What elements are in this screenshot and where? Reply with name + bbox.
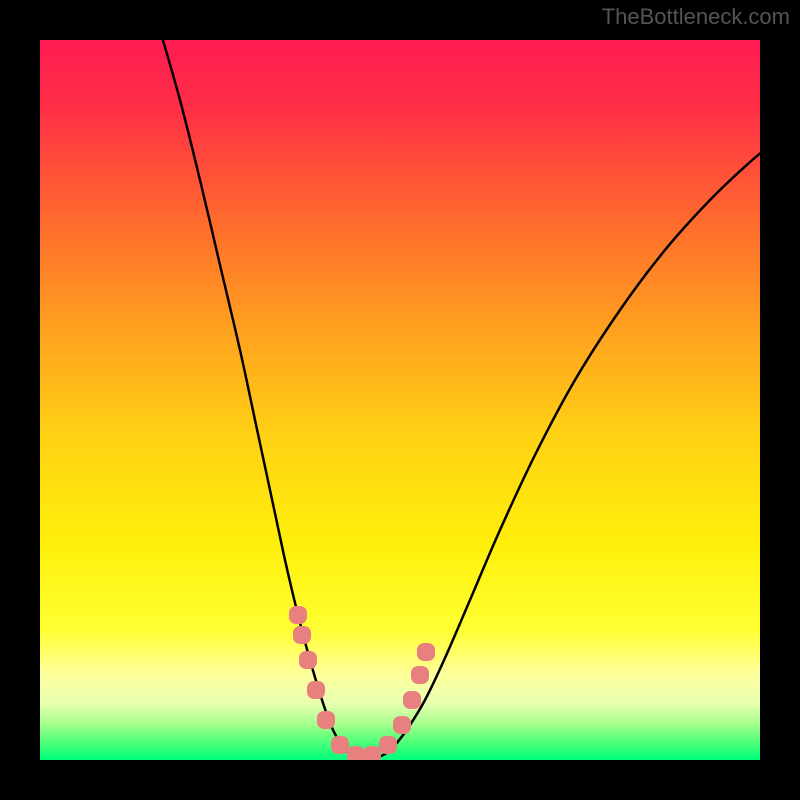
marker-point <box>289 606 307 624</box>
optimal-zone-markers <box>40 40 760 760</box>
marker-point <box>379 736 397 754</box>
marker-point <box>293 626 311 644</box>
outer-frame: TheBottleneck.com <box>0 0 800 800</box>
marker-point <box>317 711 335 729</box>
marker-point <box>347 746 365 760</box>
marker-point <box>411 666 429 684</box>
marker-point <box>307 681 325 699</box>
marker-point <box>363 746 381 760</box>
marker-point <box>403 691 421 709</box>
plot-area <box>40 40 760 760</box>
marker-point <box>393 716 411 734</box>
marker-point <box>299 651 317 669</box>
marker-point <box>331 736 349 754</box>
marker-point <box>417 643 435 661</box>
watermark-text: TheBottleneck.com <box>602 4 790 30</box>
